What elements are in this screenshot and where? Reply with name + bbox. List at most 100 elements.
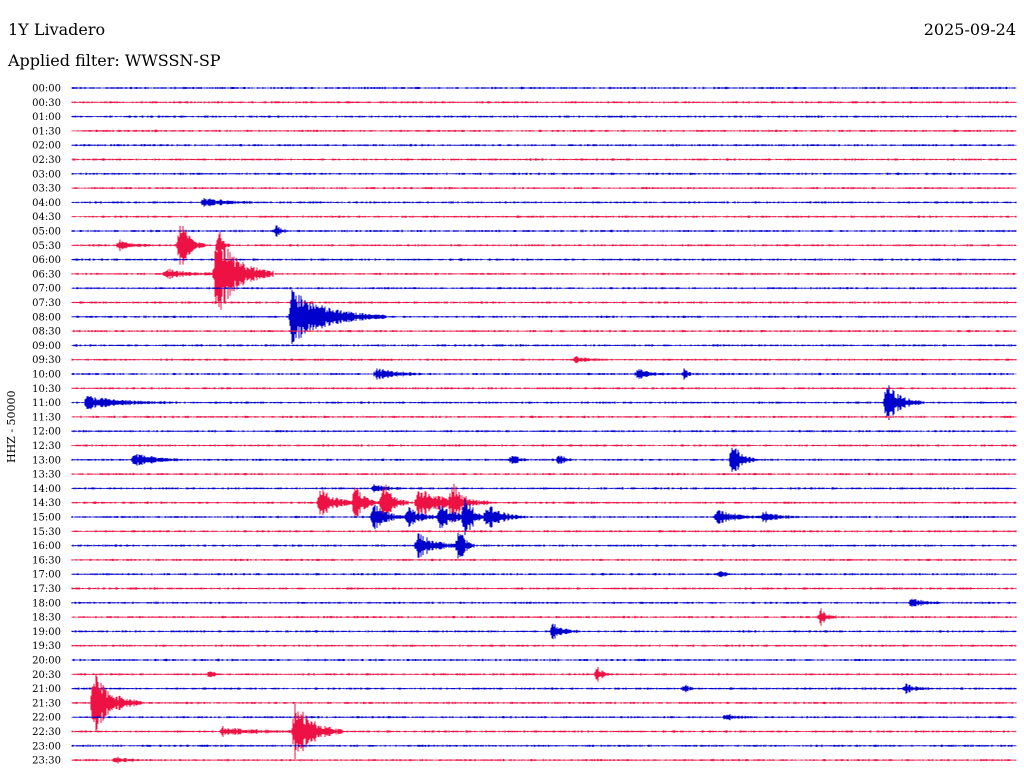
row-label: 10:00	[32, 370, 61, 381]
trace-row	[71, 704, 1017, 759]
trace-row	[71, 238, 1017, 310]
trace-row	[71, 714, 1017, 721]
filter-label: Applied filter: WWSSN-SP	[8, 51, 221, 70]
trace-row	[71, 532, 1017, 559]
trace-row	[71, 172, 1017, 176]
trace-row	[71, 484, 1017, 493]
trace-row	[71, 598, 1017, 607]
trace-row	[71, 683, 1017, 694]
trace-row	[71, 447, 1017, 472]
row-label: 03:30	[32, 184, 61, 195]
row-label: 05:30	[32, 241, 61, 252]
trace-row	[71, 289, 1017, 344]
trace-row	[71, 198, 1017, 207]
trace-row	[71, 129, 1017, 133]
trace-row	[71, 415, 1017, 419]
row-label: 08:00	[32, 312, 61, 323]
row-label: 16:30	[32, 555, 61, 566]
trace-row	[71, 571, 1017, 578]
row-label: 21:00	[32, 684, 61, 695]
date-label: 2025-09-24	[923, 20, 1016, 39]
row-label: 17:00	[32, 570, 61, 581]
row-label: 12:30	[32, 441, 61, 452]
trace-row	[71, 186, 1017, 190]
trace-row	[71, 483, 1017, 522]
trace-row	[71, 258, 1017, 261]
trace-row	[71, 215, 1017, 218]
row-label: 08:30	[32, 327, 61, 338]
row-label: 14:30	[32, 498, 61, 509]
trace-row	[71, 608, 1017, 626]
row-label: 01:00	[32, 112, 61, 123]
trace-row	[71, 444, 1017, 447]
row-label: 07:30	[32, 298, 61, 309]
row-label: 09:00	[32, 341, 61, 352]
row-label: 00:30	[32, 98, 61, 109]
trace-row	[71, 115, 1017, 118]
row-label: 14:00	[32, 484, 61, 495]
row-label: 04:00	[32, 198, 61, 209]
row-label: 22:00	[32, 713, 61, 724]
trace-row	[71, 472, 1017, 476]
row-label: 04:30	[32, 212, 61, 223]
row-label: 02:00	[32, 141, 61, 152]
row-label: 00:00	[32, 84, 61, 95]
row-label: 02:30	[32, 155, 61, 166]
row-label: 20:00	[32, 656, 61, 667]
row-label: 21:30	[32, 698, 61, 709]
trace-row	[71, 287, 1017, 290]
trace-row	[71, 644, 1017, 647]
trace-row	[71, 356, 1017, 364]
row-label: 18:00	[32, 598, 61, 609]
trace-row	[71, 344, 1017, 347]
row-label: 06:00	[32, 255, 61, 266]
row-label: 19:30	[32, 641, 61, 652]
trace-row	[71, 674, 1017, 731]
row-label: 15:30	[32, 527, 61, 538]
row-label: 13:00	[32, 455, 61, 466]
trace-row	[71, 587, 1017, 590]
trace-row	[71, 225, 1017, 237]
trace-row	[71, 387, 1017, 390]
row-label: 15:00	[32, 513, 61, 524]
row-label: 03:00	[32, 169, 61, 180]
row-label: 12:00	[32, 427, 61, 438]
row-label: 23:00	[32, 741, 61, 752]
row-label: 06:30	[32, 269, 61, 280]
trace-row	[71, 558, 1017, 562]
station-title: 1Y Livadero	[8, 20, 106, 39]
row-label: 20:30	[32, 670, 61, 681]
row-label: 13:30	[32, 470, 61, 481]
trace-row	[71, 225, 1017, 265]
row-label: 05:00	[32, 227, 61, 238]
trace-row	[71, 744, 1017, 748]
row-label: 09:30	[32, 355, 61, 366]
row-label: 11:00	[32, 398, 61, 409]
trace-row	[71, 101, 1017, 104]
trace-row	[71, 498, 1017, 536]
trace-row	[71, 329, 1017, 333]
row-label: 16:00	[32, 541, 61, 552]
row-label: 19:00	[32, 627, 61, 638]
trace-row	[71, 368, 1017, 380]
trace-row	[71, 658, 1017, 662]
trace-row	[71, 301, 1017, 304]
trace-row	[71, 667, 1017, 682]
trace-row	[71, 756, 1017, 764]
row-label: 11:30	[32, 412, 61, 423]
trace-row	[71, 385, 1017, 420]
row-label: 01:30	[32, 126, 61, 137]
trace-row	[71, 143, 1017, 147]
row-label: 07:00	[32, 284, 61, 295]
trace-row	[71, 158, 1017, 161]
trace-row	[71, 623, 1017, 640]
row-label: 18:30	[32, 613, 61, 624]
row-label: 23:30	[32, 756, 61, 767]
trace-row	[71, 86, 1017, 90]
trace-row	[71, 429, 1017, 433]
row-label: 22:30	[32, 727, 61, 738]
trace-row	[71, 530, 1017, 533]
row-label: 10:30	[32, 384, 61, 395]
row-label: 17:30	[32, 584, 61, 595]
